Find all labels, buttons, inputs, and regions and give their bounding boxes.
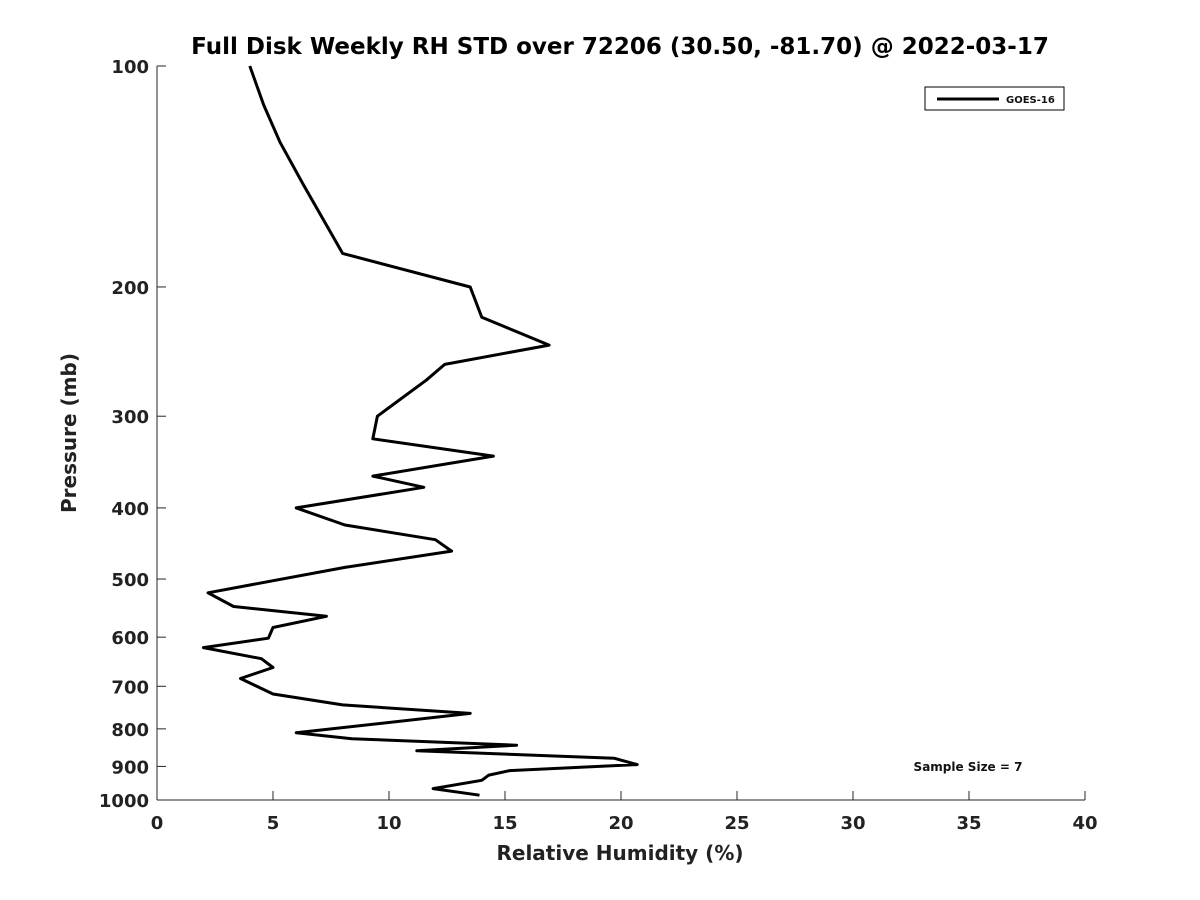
y-axis-ticks: 100 200 300 400 500 600 700 800 900 1000	[99, 57, 166, 812]
x-tick-label: 10	[376, 813, 401, 834]
y-tick-label: 700	[111, 677, 149, 698]
series-line-goes-16	[201, 65, 639, 797]
x-tick-label: 35	[956, 813, 981, 834]
y-tick-label: 500	[111, 570, 149, 591]
series-layer	[201, 65, 639, 797]
y-tick-label: 900	[111, 757, 149, 778]
y-tick-label: 400	[111, 499, 149, 520]
x-axis-ticks: 0 5 10 15 20 25 30 35 40	[151, 791, 1098, 834]
y-tick-label: 1000	[99, 791, 149, 812]
x-tick-label: 15	[492, 813, 517, 834]
y-tick-label: 800	[111, 720, 149, 741]
x-axis-label: Relative Humidity (%)	[496, 841, 743, 865]
y-axis-label: Pressure (mb)	[57, 353, 81, 513]
y-tick-label: 300	[111, 407, 149, 428]
plot-frame	[156, 66, 1085, 801]
legend-label-goes-16: GOES-16	[1006, 95, 1055, 106]
x-tick-label: 5	[267, 813, 280, 834]
x-tick-label: 40	[1072, 813, 1097, 834]
y-tick-label: 200	[111, 278, 149, 299]
x-tick-label: 0	[151, 813, 164, 834]
x-tick-label: 20	[608, 813, 633, 834]
y-tick-label: 600	[111, 628, 149, 649]
legend: GOES-16	[924, 86, 1065, 111]
x-tick-label: 30	[840, 813, 865, 834]
chart-title: Full Disk Weekly RH STD over 72206 (30.5…	[191, 34, 1049, 60]
x-tick-label: 25	[724, 813, 749, 834]
y-tick-label: 100	[111, 57, 149, 78]
sample-size-annotation: Sample Size = 7	[914, 760, 1023, 774]
